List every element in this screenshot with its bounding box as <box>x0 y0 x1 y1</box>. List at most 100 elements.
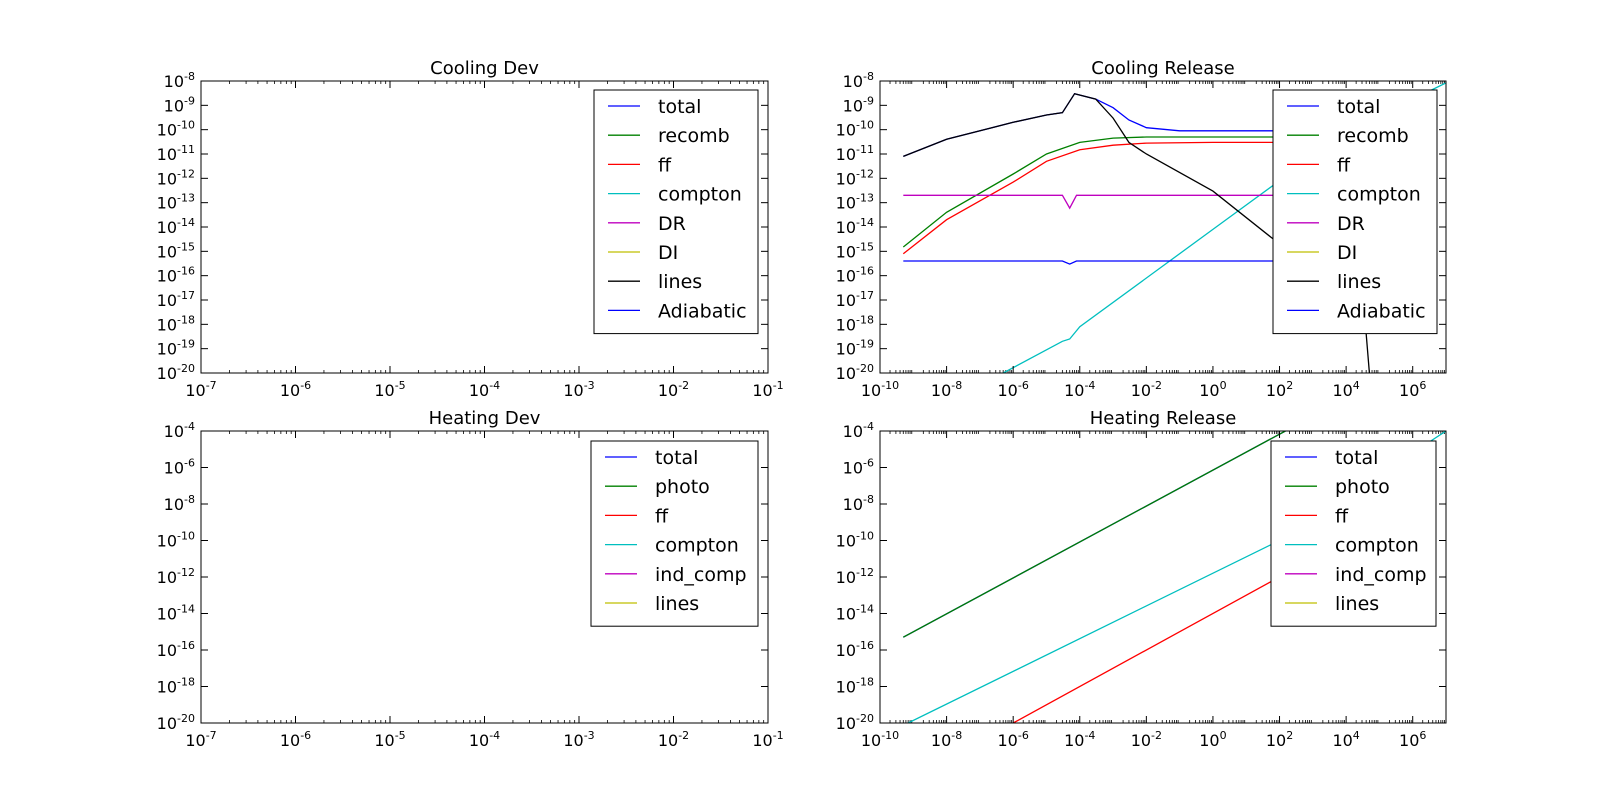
legend-label-compton: compton <box>1335 535 1419 557</box>
legend-label-recomb: recomb <box>658 125 730 147</box>
y-tick-label: 10-18 <box>157 676 195 697</box>
legend: total recomb ff compton DR DI lines Adiabatic <box>593 89 759 335</box>
x-tick-label: 10-2 <box>1131 729 1162 750</box>
x-tick-label: 10-3 <box>563 379 594 400</box>
y-tick-label: 10-11 <box>157 143 195 164</box>
legend-label-total: total <box>655 447 698 469</box>
x-tick-label: 10-4 <box>1064 379 1095 400</box>
y-tick-label: 10-16 <box>836 265 874 286</box>
y-tick-label: 10-15 <box>836 240 874 261</box>
x-tick-label: 10-8 <box>931 379 962 400</box>
y-tick-label: 10-12 <box>836 167 874 188</box>
legend-label-lines: lines <box>655 593 699 615</box>
legend-label-ind_comp: ind_comp <box>655 564 747 586</box>
x-tick-label: 10-2 <box>658 379 689 400</box>
chart-title: Heating Dev <box>429 408 541 429</box>
y-tick-label: 10-8 <box>843 493 874 514</box>
y-tick-label: 10-14 <box>157 603 195 624</box>
x-tick-label: 100 <box>1199 379 1226 400</box>
y-tick-label: 10-14 <box>157 216 195 237</box>
chart-panel: Cooling Release 10-10 10-8 10-6 10-4 10-2 100 1… <box>836 58 1447 400</box>
y-tick-label: 10-13 <box>836 192 874 213</box>
y-tick-label: 10-8 <box>164 493 195 514</box>
x-tick-label: 10-2 <box>658 729 689 750</box>
x-tick-label: 10-5 <box>374 379 405 400</box>
x-tick-label: 104 <box>1332 379 1359 400</box>
chart-title: Heating Release <box>1090 408 1237 429</box>
x-tick-label: 104 <box>1332 729 1359 750</box>
legend-label-lines: lines <box>1335 593 1379 615</box>
y-tick-label: 10-18 <box>157 313 195 334</box>
legend-label-di: DI <box>658 242 678 264</box>
series-line-ff <box>902 141 1347 255</box>
x-tick-label: 10-4 <box>469 379 500 400</box>
legend-label-ff: ff <box>1337 154 1351 176</box>
series-line-recomb <box>902 136 1347 248</box>
y-tick-label: 10-20 <box>157 362 195 383</box>
x-tick-label: 10-5 <box>374 729 405 750</box>
y-tick-label: 10-10 <box>836 119 874 140</box>
x-tick-label: 10-6 <box>998 379 1029 400</box>
y-tick-label: 10-16 <box>836 639 874 660</box>
y-tick-label: 10-9 <box>164 94 195 115</box>
y-tick-label: 10-4 <box>164 420 195 441</box>
x-tick-label: 100 <box>1199 729 1226 750</box>
legend-label-compton: compton <box>1337 184 1421 206</box>
legend-label-adiabatic: Adiabatic <box>1337 300 1426 322</box>
chart-panel: Heating Release 10-10 10-8 10-6 10-4 10-2 100 1… <box>836 408 1447 750</box>
y-tick-label: 10-11 <box>836 143 874 164</box>
y-tick-label: 10-6 <box>164 457 195 478</box>
legend-label-recomb: recomb <box>1337 125 1409 147</box>
y-tick-label: 10-6 <box>843 457 874 478</box>
legend: total recomb ff compton DR DI lines Adiabatic <box>1272 89 1438 335</box>
y-tick-label: 10-13 <box>157 192 195 213</box>
legend-label-ind_comp: ind_comp <box>1335 564 1427 586</box>
x-tick-label: 102 <box>1266 729 1293 750</box>
y-tick-label: 10-12 <box>157 566 195 587</box>
y-tick-label: 10-8 <box>843 70 874 91</box>
legend-label-ff: ff <box>658 154 672 176</box>
x-tick-label: 10-6 <box>280 729 311 750</box>
y-tick-label: 10-14 <box>836 216 874 237</box>
legend-label-total: total <box>658 96 701 118</box>
x-tick-label: 10-2 <box>1131 379 1162 400</box>
y-tick-label: 10-17 <box>157 289 195 310</box>
x-tick-label: 106 <box>1399 729 1426 750</box>
y-tick-label: 10-19 <box>157 338 195 359</box>
y-tick-label: 10-12 <box>836 566 874 587</box>
y-tick-label: 10-19 <box>836 338 874 359</box>
x-tick-label: 10-1 <box>752 379 783 400</box>
chart-title: Cooling Dev <box>430 58 539 79</box>
x-tick-label: 10-7 <box>185 729 216 750</box>
legend-label-ff: ff <box>655 505 669 527</box>
legend-label-total: total <box>1335 447 1378 469</box>
y-tick-label: 10-20 <box>836 362 874 383</box>
legend-box <box>1270 440 1437 627</box>
y-tick-label: 10-18 <box>836 313 874 334</box>
chart-title: Cooling Release <box>1091 58 1234 79</box>
y-tick-label: 10-20 <box>157 712 195 733</box>
x-tick-label: 102 <box>1266 379 1293 400</box>
y-tick-label: 10-12 <box>157 167 195 188</box>
legend-box <box>1272 89 1438 335</box>
legend-label-di: DI <box>1337 242 1357 264</box>
y-tick-label: 10-16 <box>157 265 195 286</box>
y-tick-label: 10-10 <box>157 119 195 140</box>
y-tick-label: 10-14 <box>836 603 874 624</box>
x-tick-label: 10-4 <box>469 729 500 750</box>
legend-label-photo: photo <box>655 476 710 498</box>
y-tick-label: 10-17 <box>836 289 874 310</box>
legend-label-photo: photo <box>1335 476 1390 498</box>
y-tick-label: 10-10 <box>836 530 874 551</box>
chart-panel: Heating Dev 10-7 10-6 10-5 10-4 10-3 10-2 10-1 1… <box>157 408 784 750</box>
x-tick-label: 10-6 <box>280 379 311 400</box>
y-tick-label: 10-20 <box>836 712 874 733</box>
y-tick-label: 10-8 <box>164 70 195 91</box>
series-line-photo <box>902 431 1286 638</box>
x-tick-label: 10-10 <box>861 729 899 750</box>
legend-label-compton: compton <box>655 535 739 557</box>
